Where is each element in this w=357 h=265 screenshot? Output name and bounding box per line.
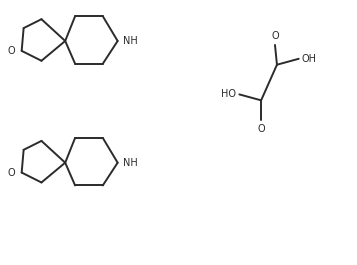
Text: NH: NH: [122, 158, 137, 168]
Text: O: O: [8, 46, 16, 56]
Text: HO: HO: [221, 89, 236, 99]
Text: O: O: [271, 31, 279, 41]
Text: O: O: [8, 167, 16, 178]
Text: NH: NH: [122, 36, 137, 46]
Text: OH: OH: [302, 54, 317, 64]
Text: O: O: [257, 124, 265, 134]
